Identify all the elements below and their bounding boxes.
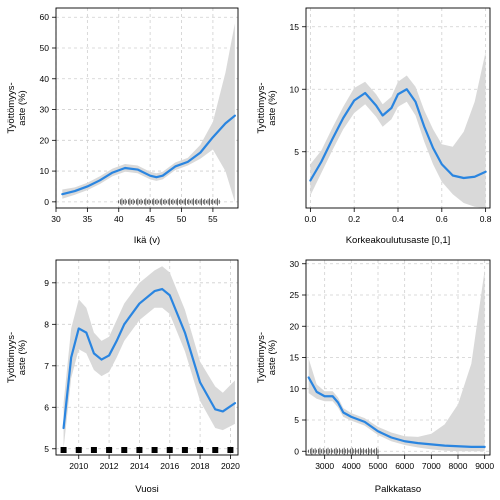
- y-tick-label: 25: [290, 290, 300, 300]
- plot-area: [60, 266, 237, 453]
- x-tick-label: 5000: [369, 461, 388, 471]
- plot-area: [61, 23, 236, 206]
- rug-block: [181, 447, 188, 453]
- plot-frame: [55, 7, 239, 209]
- y-tick-label: 9: [44, 278, 49, 288]
- y-axis-title: Työttömyys-: [256, 82, 267, 133]
- rug-block: [136, 447, 143, 453]
- y-tick-label: 40: [40, 74, 50, 84]
- y-axis-title: Työttömyys-: [256, 332, 267, 383]
- x-tick-label: 2020: [221, 461, 240, 471]
- y-tick-label: 6: [44, 402, 49, 412]
- panel-2: 0.0 0.2 0.4 0.6 0.8 5 10 15 Korkeakoulutusaste […: [256, 7, 492, 246]
- y-tick-label: 7: [44, 361, 49, 371]
- rug-block: [75, 447, 82, 453]
- rug-block: [212, 447, 219, 453]
- rug-block: [90, 447, 97, 453]
- x-axis-title: Ikä (v): [134, 235, 160, 246]
- x-tick-label: 8000: [449, 461, 468, 471]
- x-tick-label: 2016: [160, 461, 179, 471]
- rug-block: [121, 447, 128, 453]
- fit-line: [61, 114, 236, 196]
- confidence-band: [62, 23, 235, 202]
- y-tick-label: 5: [294, 415, 299, 425]
- y-axis-title: aste (%): [267, 90, 278, 125]
- y-tick-label: 10: [290, 84, 300, 94]
- y-tick-label: 10: [40, 166, 50, 176]
- y-axis-title: Työttömyys-: [6, 332, 17, 383]
- x-tick-label: 0.4: [392, 214, 404, 224]
- fit-line: [62, 287, 237, 430]
- confidence-band: [63, 266, 235, 449]
- x-tick-label: 50: [177, 214, 187, 224]
- x-tick-label: 0.0: [304, 214, 316, 224]
- y-tick-label: 0: [44, 197, 49, 207]
- confidence-band: [310, 51, 486, 208]
- y-tick-label: 30: [40, 105, 50, 115]
- panel-1: 30 35 40 45 50 55 0 10 20 30 40 50 60 Ikä (v) Työttömy…: [6, 7, 239, 246]
- x-tick-label: 0.8: [480, 214, 492, 224]
- plot-area: [307, 270, 486, 455]
- x-axis-title: Korkeakoulutusaste [0,1]: [346, 235, 451, 246]
- y-tick-label: 10: [290, 384, 300, 394]
- x-tick-label: 0.2: [348, 214, 360, 224]
- rug-block: [166, 447, 173, 453]
- y-axis-title: aste (%): [17, 90, 28, 125]
- y-tick-label: 50: [40, 43, 50, 53]
- x-tick-label: 7000: [422, 461, 441, 471]
- panel-3: 2010 2012 2014 2016 2018 2020 5 6 7 8 9 Vuosi Työttö…: [6, 259, 240, 495]
- y-tick-label: 8: [44, 319, 49, 329]
- y-axis-title: Työttömyys-: [6, 82, 17, 133]
- x-tick-label: 2010: [69, 461, 88, 471]
- x-tick-label: 0.6: [436, 214, 448, 224]
- x-tick-label: 2012: [100, 461, 119, 471]
- y-tick-label: 0: [294, 446, 299, 456]
- y-tick-label: 60: [40, 12, 50, 22]
- rug-block: [60, 447, 67, 453]
- x-tick-label: 4000: [342, 461, 361, 471]
- x-tick-label: 2014: [130, 461, 149, 471]
- rug-block: [197, 447, 204, 453]
- plot-frame: [55, 259, 239, 456]
- rug-block: [227, 447, 234, 453]
- x-axis-title: Palkkataso: [375, 484, 421, 495]
- y-tick-label: 5: [44, 444, 49, 454]
- y-tick-label: 15: [290, 22, 300, 32]
- fit-line: [309, 88, 487, 182]
- panel-4: 3000 4000 5000 6000 7000 8000 9000 0 5 10 15 20 25 30…: [256, 259, 494, 495]
- confidence-band: [308, 270, 485, 452]
- fit-line: [307, 376, 486, 448]
- y-tick-label: 5: [294, 147, 299, 157]
- y-tick-label: 15: [290, 353, 300, 363]
- y-axis-title: aste (%): [267, 340, 278, 375]
- y-tick-label: 30: [290, 259, 300, 269]
- x-tick-label: 55: [208, 214, 218, 224]
- y-axis-title: aste (%): [17, 340, 28, 375]
- y-tick-label: 20: [290, 321, 300, 331]
- x-axis-title: Vuosi: [135, 484, 158, 495]
- x-tick-label: 35: [83, 214, 93, 224]
- x-tick-label: 30: [51, 214, 61, 224]
- x-tick-label: 2018: [191, 461, 210, 471]
- rug-block: [106, 447, 113, 453]
- x-tick-label: 45: [145, 214, 155, 224]
- x-tick-label: 9000: [475, 461, 494, 471]
- plot-area: [309, 51, 487, 208]
- y-tick-label: 20: [40, 135, 50, 145]
- x-tick-label: 3000: [315, 461, 334, 471]
- x-tick-label: 40: [114, 214, 124, 224]
- x-tick-label: 6000: [395, 461, 414, 471]
- rug-block: [151, 447, 158, 453]
